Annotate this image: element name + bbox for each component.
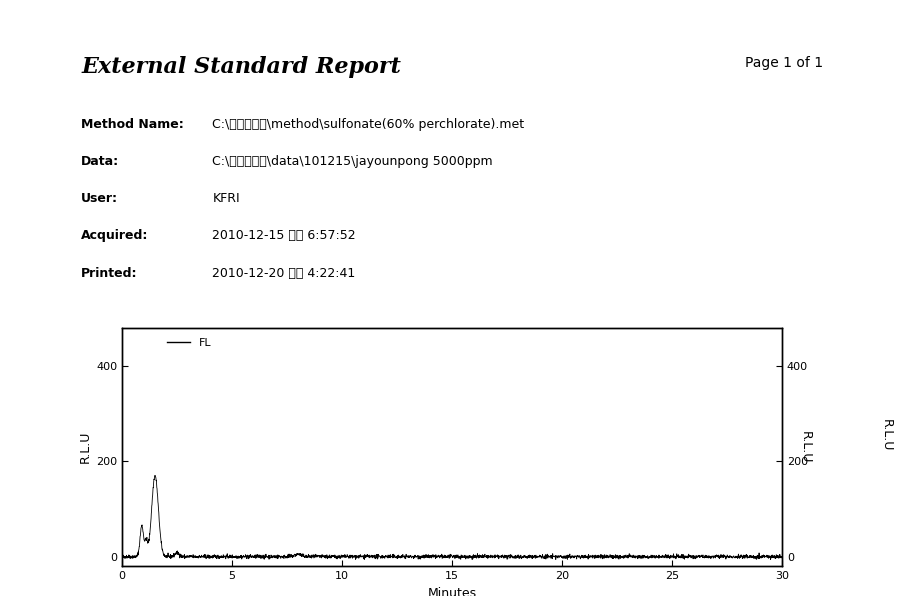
Y-axis label: R.L.U: R.L.U: [79, 431, 92, 463]
FL: [693, 552, 703, 559]
Y-axis label: R.L.U: R.L.U: [798, 431, 811, 463]
Text: Acquired:: Acquired:: [81, 229, 149, 243]
Text: R.L.U: R.L.U: [879, 419, 891, 451]
Text: External Standard Report: External Standard Report: [81, 56, 401, 78]
Line: FL: FL: [122, 476, 781, 560]
Text: 2010-12-15 오후 6:57:52: 2010-12-15 오후 6:57:52: [212, 229, 356, 243]
Text: Method Name:: Method Name:: [81, 118, 184, 131]
Text: Data:: Data:: [81, 155, 119, 168]
Text: KFRI: KFRI: [212, 192, 240, 205]
FL: [150, 472, 161, 479]
Text: C:\계면활성제\data\101215\jayounpong 5000ppm: C:\계면활성제\data\101215\jayounpong 5000ppm: [212, 155, 492, 168]
FL: [116, 552, 127, 560]
FL: [763, 552, 774, 560]
FL: [231, 552, 242, 560]
FL: [562, 556, 573, 563]
Text: User:: User:: [81, 192, 118, 205]
FL: [776, 553, 787, 560]
Text: Page 1 of 1: Page 1 of 1: [744, 56, 822, 70]
Text: C:\계면활성제\method\sulfonate(60% perchlorate).met: C:\계면활성제\method\sulfonate(60% perchlorat…: [212, 118, 524, 131]
X-axis label: Minutes: Minutes: [427, 586, 476, 596]
Text: 2010-12-20 오후 4:22:41: 2010-12-20 오후 4:22:41: [212, 266, 355, 280]
FL: [191, 554, 202, 561]
FL: [369, 555, 380, 562]
Legend: FL: FL: [163, 333, 215, 352]
FL: [398, 553, 409, 560]
Text: Printed:: Printed:: [81, 266, 138, 280]
